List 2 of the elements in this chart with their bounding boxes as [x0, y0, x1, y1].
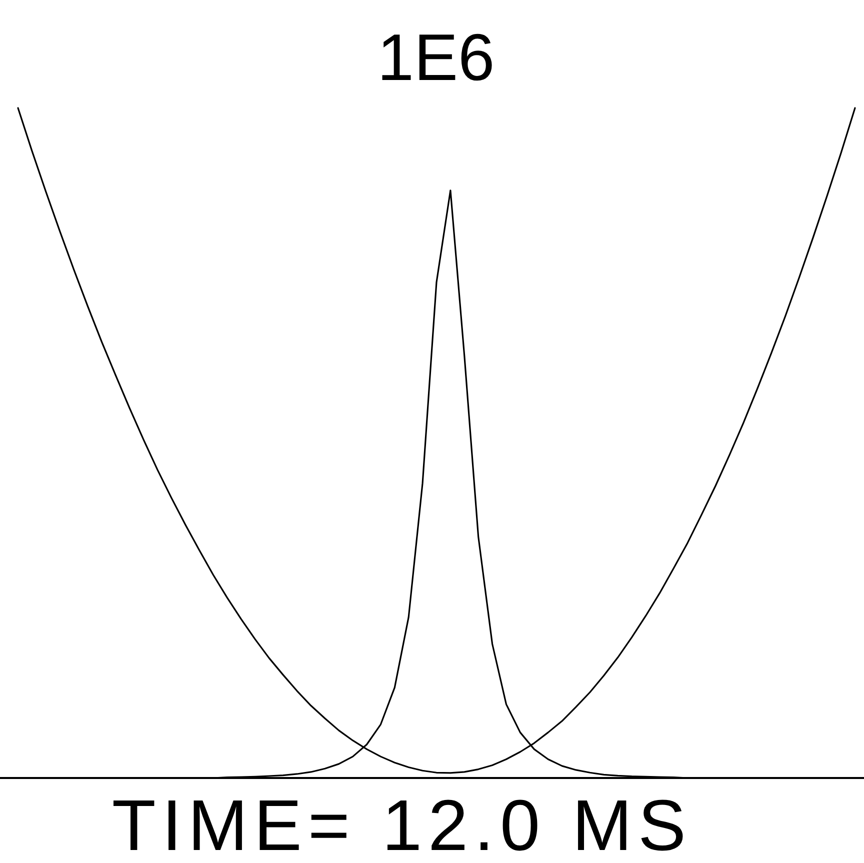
- text: 1E6: [377, 20, 495, 94]
- text: TIME= 12.0 MS: [112, 786, 692, 863]
